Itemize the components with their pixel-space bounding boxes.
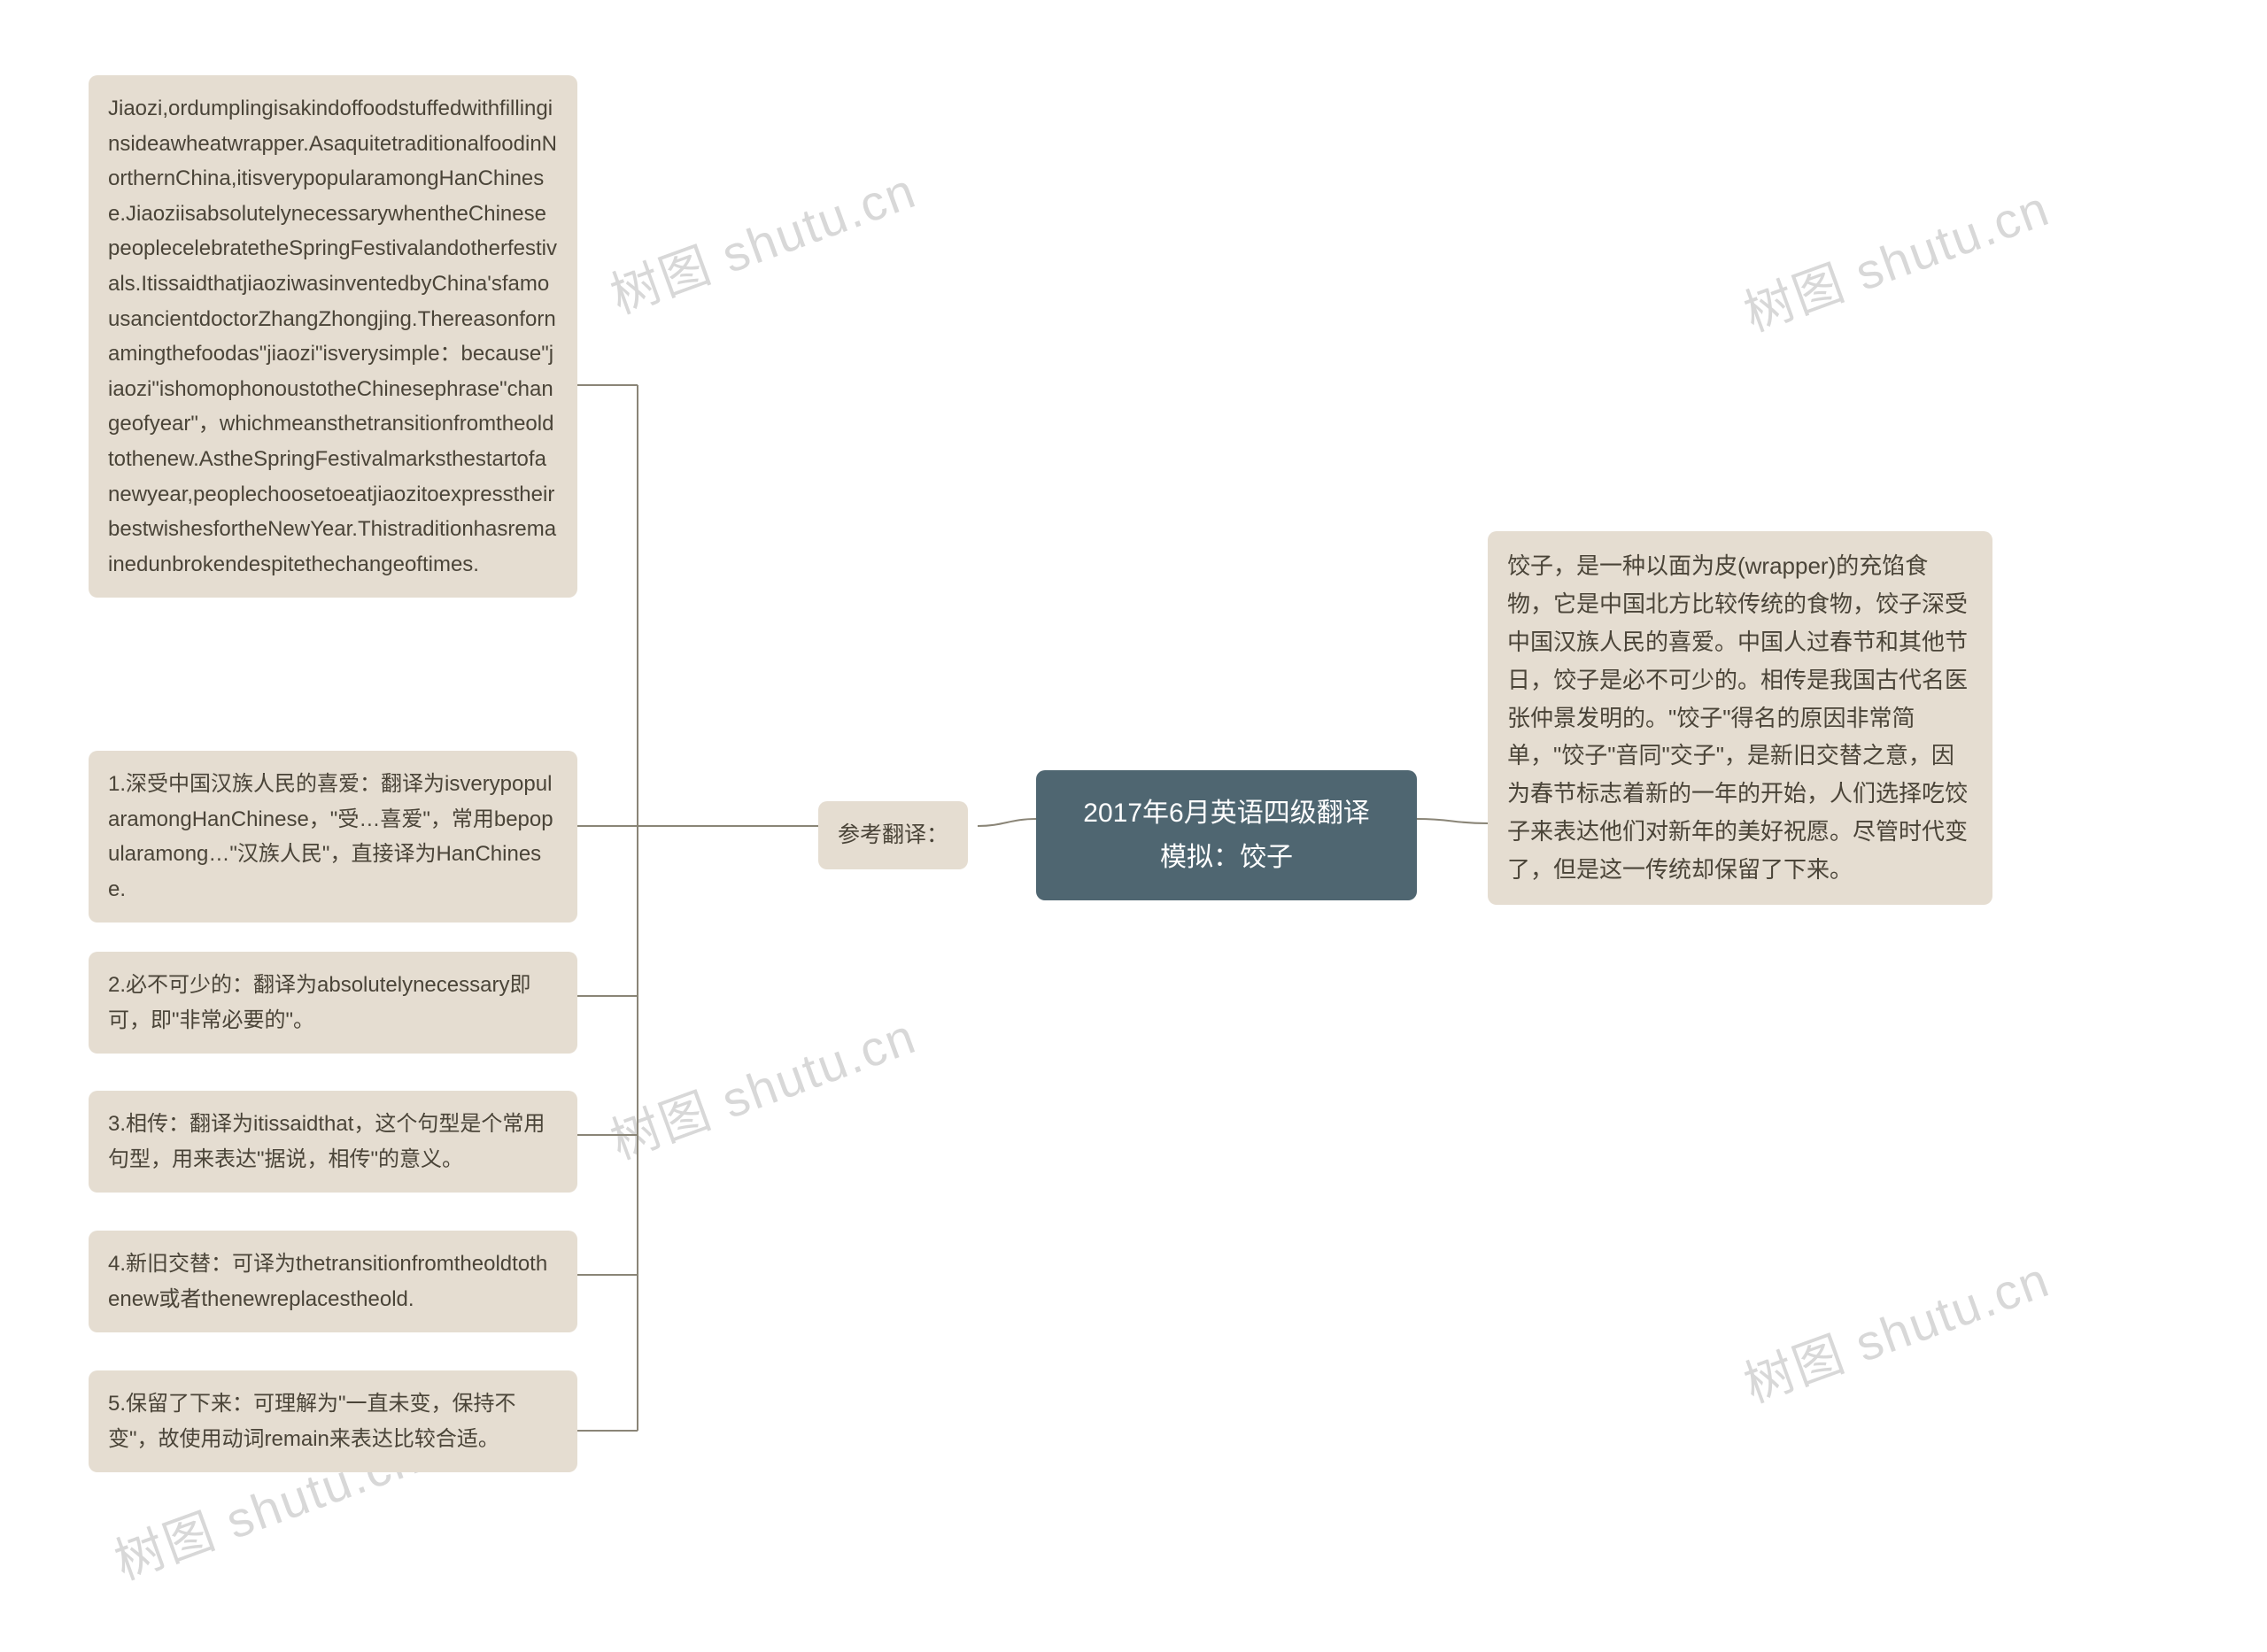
branch-label: 参考翻译： [838, 822, 948, 847]
watermark: 树图 shutu.cn [1733, 1240, 2058, 1417]
leaf-translation-english: Jiaozi,ordumplingisakindoffoodstuffedwit… [89, 75, 577, 598]
watermark: 树图 shutu.cn [600, 997, 925, 1174]
leaf-note-3: 3.相传：翻译为itissaidthat，这个句型是个常用句型，用来表达"据说，… [89, 1091, 577, 1193]
watermark: 树图 shutu.cn [600, 151, 925, 328]
leaf-note-4: 4.新旧交替：可译为thetransitionfromtheoldtothene… [89, 1231, 577, 1332]
leaf-note-2: 2.必不可少的：翻译为absolutelynecessary即可，即"非常必要的… [89, 952, 577, 1054]
watermark: 树图 shutu.cn [1733, 169, 2058, 346]
leaf-note-5: 5.保留了下来：可理解为"一直未变，保持不变"，故使用动词remain来表达比较… [89, 1370, 577, 1472]
root-line2: 模拟：饺子 [1066, 836, 1387, 880]
leaf-note-1: 1.深受中国汉族人民的喜爱：翻译为isverypopularamongHanCh… [89, 751, 577, 922]
mindmap-root: 2017年6月英语四级翻译 模拟：饺子 [1036, 770, 1417, 900]
leaf-right-passage: 饺子，是一种以面为皮(wrapper)的充馅食物，它是中国北方比较传统的食物，饺… [1488, 531, 1992, 905]
branch-reference-translation: 参考翻译： [818, 801, 968, 869]
root-line1: 2017年6月英语四级翻译 [1066, 791, 1387, 836]
leaf-text: 饺子，是一种以面为皮(wrapper)的充馅食物，它是中国北方比较传统的食物，饺… [1507, 552, 1968, 883]
